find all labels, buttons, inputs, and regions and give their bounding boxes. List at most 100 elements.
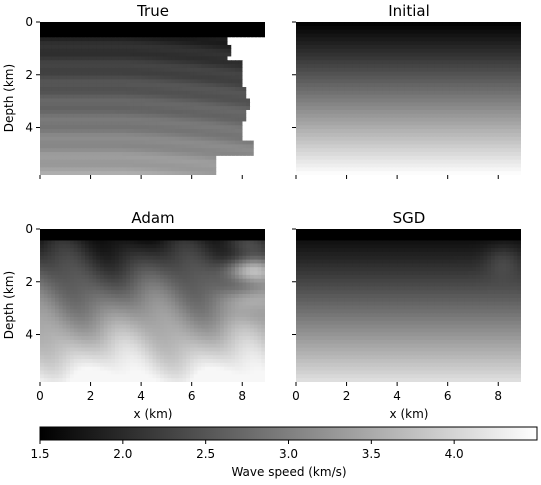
- heatmap-cell: [326, 136, 331, 142]
- heatmap-cell: [88, 109, 94, 115]
- heatmap-cell: [130, 29, 135, 35]
- heatmap-cell: [352, 94, 357, 100]
- heatmap-cell: [431, 64, 436, 69]
- heatmap-cell: [51, 125, 56, 130]
- heatmap-cell: [491, 67, 496, 73]
- heatmap-cell: [434, 152, 440, 157]
- heatmap-cell: [126, 113, 131, 119]
- heatmap-cell: [374, 129, 380, 134]
- heatmap-cell: [193, 75, 199, 80]
- heatmap-cell: [231, 102, 236, 107]
- heatmap-cell: [408, 33, 413, 38]
- heatmap-cell: [476, 163, 481, 168]
- heatmap-cell: [197, 148, 202, 153]
- heatmap-cell: [378, 155, 383, 161]
- heatmap-cell: [62, 67, 67, 73]
- heatmap-cell: [152, 64, 157, 69]
- heatmap-cell: [513, 79, 518, 84]
- heatmap-cell: [43, 87, 49, 92]
- heatmap-cell: [242, 90, 247, 96]
- heatmap-cell: [412, 144, 417, 149]
- heatmap-cell: [438, 67, 443, 73]
- heatmap-cell: [408, 117, 413, 123]
- heatmap-cell: [303, 64, 308, 69]
- heatmap-cell: [257, 171, 262, 175]
- heatmap-cell: [333, 113, 338, 119]
- heatmap-cell: [311, 22, 316, 27]
- heatmap-cell: [51, 67, 56, 73]
- heatmap-cell: [126, 152, 131, 157]
- heatmap-cell: [70, 41, 75, 46]
- heatmap-cell: [88, 56, 94, 61]
- heatmap-cell: [246, 148, 251, 153]
- heatmap-cell: [148, 102, 154, 107]
- heatmap-cell: [88, 106, 94, 111]
- heatmap-cell: [133, 171, 139, 175]
- heatmap-cell: [145, 171, 150, 175]
- heatmap-cell: [438, 41, 443, 46]
- heatmap-cell: [160, 148, 165, 153]
- heatmap-cell: [498, 106, 503, 111]
- heatmap-cell: [242, 41, 247, 46]
- heatmap-cell: [457, 125, 462, 130]
- heatmap-cell: [517, 167, 521, 172]
- heatmap-cell: [378, 129, 383, 134]
- heatmap-cell: [160, 33, 165, 38]
- heatmap-cell: [47, 106, 52, 111]
- heatmap-cell: [513, 44, 518, 50]
- heatmap-cell: [122, 29, 127, 35]
- heatmap-cell: [453, 67, 458, 73]
- heatmap-cell: [178, 56, 184, 61]
- heatmap-cell: [55, 148, 60, 153]
- heatmap-cell: [307, 56, 312, 61]
- heatmap-cell: [442, 102, 447, 107]
- heatmap-cell: [341, 159, 346, 165]
- heatmap-cell: [250, 106, 255, 111]
- heatmap-cell: [446, 75, 451, 80]
- heatmap-cell: [329, 144, 335, 149]
- heatmap-cell: [333, 37, 338, 42]
- heatmap-cell: [145, 144, 150, 149]
- heatmap-cell: [464, 113, 470, 119]
- heatmap-cell: [130, 132, 135, 138]
- heatmap-cell: [242, 67, 247, 73]
- heatmap-cell: [231, 56, 236, 61]
- heatmap-cell: [438, 140, 443, 145]
- heatmap-cell: [40, 83, 45, 88]
- heatmap-cell: [73, 144, 79, 149]
- heatmap-cell: [246, 102, 251, 107]
- heatmap-cell: [73, 129, 79, 134]
- heatmap-cell: [322, 106, 327, 111]
- heatmap-cell: [449, 102, 455, 107]
- heatmap-cell: [137, 121, 142, 126]
- heatmap-cell: [100, 94, 105, 100]
- heatmap-cell: [208, 60, 214, 65]
- heatmap-cell: [51, 167, 56, 172]
- heatmap-cell: [457, 44, 462, 50]
- heatmap-cell: [212, 152, 217, 157]
- heatmap-cell: [231, 163, 236, 168]
- heatmap-cell: [464, 117, 470, 123]
- heatmap-cell: [506, 52, 511, 58]
- heatmap-cell: [464, 152, 470, 157]
- heatmap-cell: [502, 129, 507, 134]
- heatmap-cell: [419, 83, 425, 88]
- heatmap-cell: [257, 41, 262, 46]
- heatmap-cell: [498, 163, 503, 168]
- heatmap-cell: [92, 48, 97, 54]
- heatmap-cell: [389, 117, 395, 123]
- heatmap-cell: [73, 240, 79, 245]
- heatmap-cell: [156, 121, 161, 126]
- heatmap-cell: [253, 48, 259, 54]
- heatmap-cell: [235, 29, 240, 35]
- heatmap-cell: [374, 87, 380, 92]
- heatmap-cell: [163, 37, 169, 42]
- heatmap-cell: [446, 102, 451, 107]
- heatmap-cell: [178, 106, 184, 111]
- heatmap-cell: [457, 144, 462, 149]
- heatmap-cell: [246, 109, 251, 115]
- heatmap-cell: [62, 56, 67, 61]
- heatmap-cell: [111, 94, 116, 100]
- heatmap-cell: [401, 94, 406, 100]
- heatmap-cell: [96, 22, 101, 27]
